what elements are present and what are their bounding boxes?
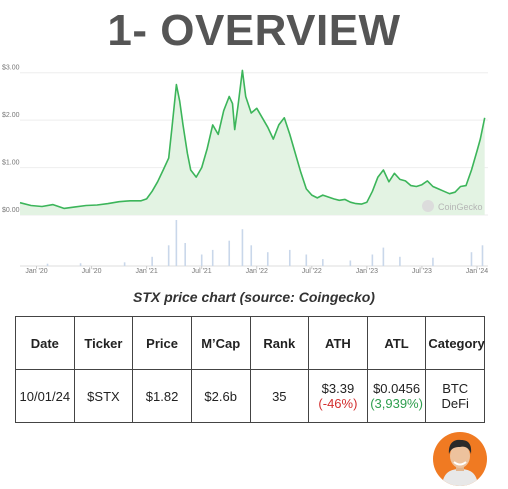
ath-value: $3.39 [321,381,355,396]
coingecko-watermark: CoinGecko [422,200,483,212]
header-atl: ATL [366,316,427,370]
cell-date: 10/01/24 [15,369,75,423]
volume-bar [266,252,269,266]
table-row: 10/01/24 $STX $1.82 $2.6b 35 $3.39 (-46%… [15,369,485,423]
x-tick-label: Jan '24 [466,268,488,275]
cell-price: $1.82 [132,369,192,423]
volume-bar [151,256,153,266]
y-tick-label: $0.00 [2,207,20,214]
cell-ath: $3.39 (-46%) [308,369,368,423]
header-ticker: Ticker [73,316,134,370]
chart-caption: STX price chart (source: Coingecko) [133,289,375,305]
header-date: Date [15,316,75,370]
coingecko-logo-icon [422,200,434,212]
volume-bar [123,262,126,266]
volume-bar [399,256,401,266]
atl-change: (3,939%) [370,396,423,411]
volume-bar [432,257,434,266]
x-tick-label: Jan '22 [246,268,268,275]
volume-bar [371,254,374,266]
volume-bar [322,259,324,266]
volume-bar [228,240,231,266]
atl-value: $0.0456 [373,381,421,396]
header-category: Category [425,316,485,370]
person-avatar-icon [442,439,478,486]
x-tick-label: Jul '22 [302,268,322,275]
header-rank: Rank [249,316,310,370]
volume-bar [305,254,308,266]
cell-ticker: $STX [73,369,134,423]
volume-bar [288,249,291,266]
volume-bar [211,249,214,266]
volume-bars [46,220,484,266]
volume-bar [167,245,170,266]
volume-bar [382,247,385,266]
avatar [433,432,487,486]
y-tick-label: $3.00 [2,65,20,72]
price-area [19,69,486,216]
x-tick-label: Jan '23 [356,268,378,275]
x-tick-label: Jul '23 [412,268,432,275]
stx-price-chart: $3.00$2.00$1.00$0.00 Jan '20 Jul '20 Jan '… [2,65,488,275]
volume-bar [241,229,244,266]
y-tick-label: $2.00 [2,112,20,119]
volume-bar [184,243,186,266]
page-title: 1- OVERVIEW [107,6,401,55]
volume-bar [79,263,82,266]
x-tick-label: Jul '21 [192,268,212,275]
volume-bar [470,252,473,266]
cell-mcap: $2.6b [190,369,251,423]
watermark-text: CoinGecko [438,202,483,212]
y-tick-label: $1.00 [2,160,20,167]
x-tick-label: Jul '20 [82,268,102,275]
x-tick-label: Jan '20 [25,268,47,275]
volume-bar [349,260,352,266]
header-mcap: M’Cap [190,316,251,370]
table-header-row: Date Ticker Price M’Cap Rank ATH ATL Cat… [15,316,485,370]
x-tick-label: Jan '21 [135,268,157,275]
price-area-fill [20,70,485,216]
price-line [19,69,486,210]
volume-bar [200,254,203,266]
volume-bar [175,220,178,266]
cell-atl: $0.0456 (3,939%) [366,369,427,423]
volume-bar [250,245,253,266]
stats-table: Date Ticker Price M’Cap Rank ATH ATL Cat… [15,316,485,423]
y-axis-ticks: $3.00 $2.00 $1.00 $0.00 [2,65,20,214]
x-axis-ticks: Jan '20 Jul '20 Jan '21 Jul '21 Jan '22 Jul '… [25,266,488,275]
volume-bar [481,245,484,266]
header-ath: ATH [308,316,368,370]
volume-bar [46,263,49,266]
header-price: Price [132,316,192,370]
ath-change: (-46%) [318,396,358,411]
cell-category: BTC DeFi [425,369,485,423]
cell-rank: 35 [249,369,310,423]
